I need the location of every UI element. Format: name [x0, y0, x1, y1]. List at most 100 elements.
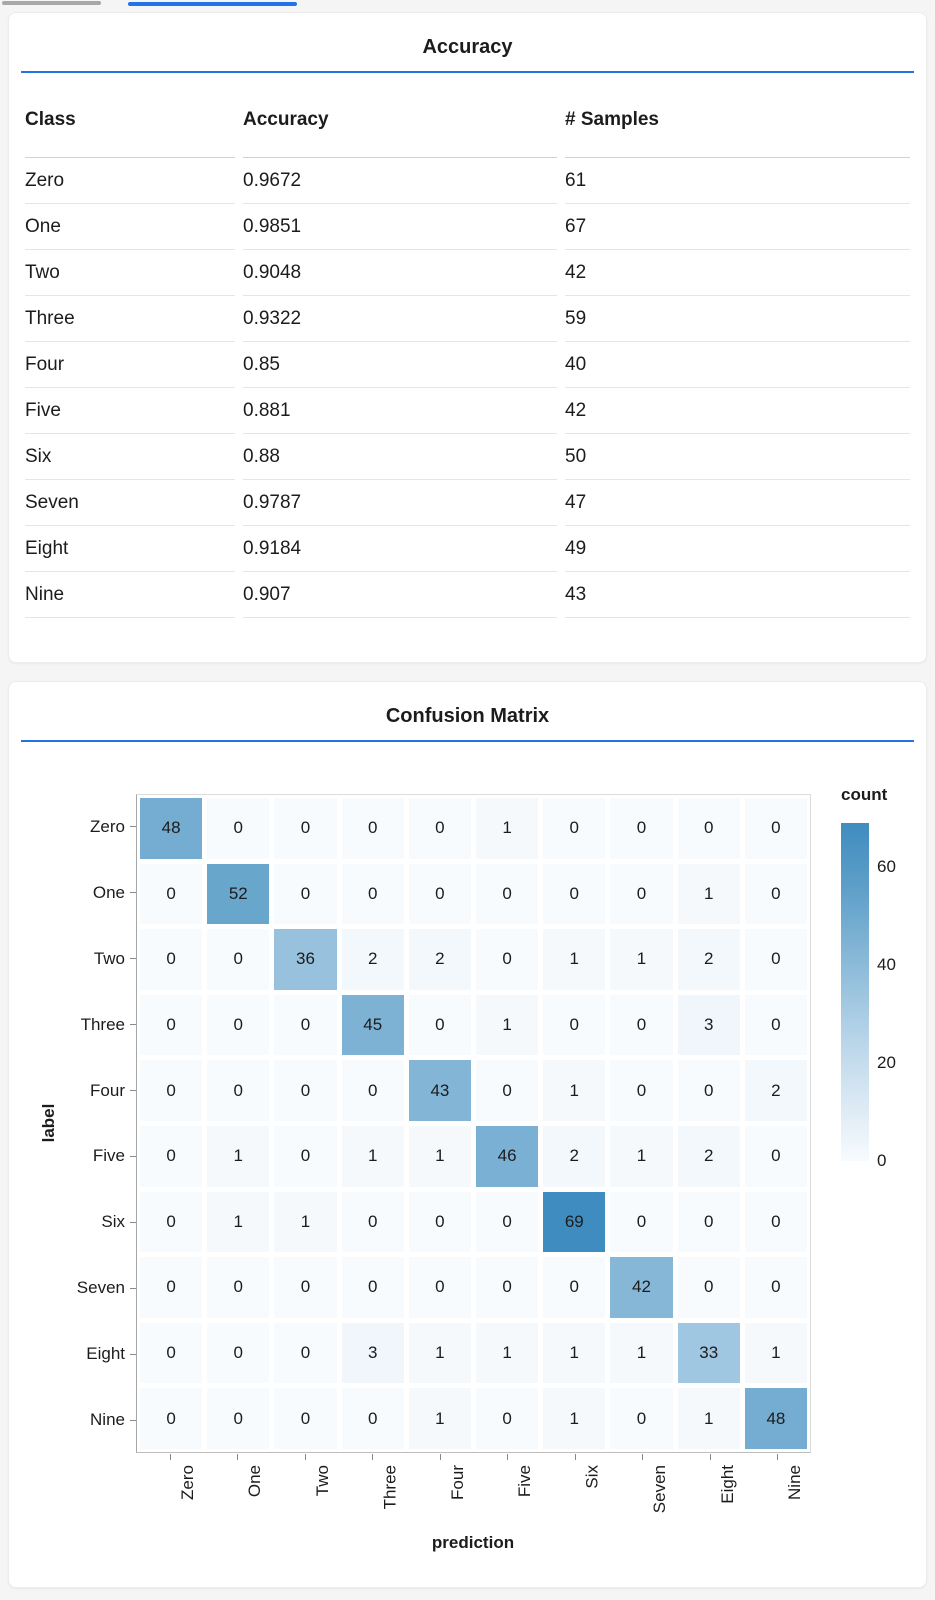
heatmap-cell: 2	[677, 929, 740, 990]
heatmap-cell: 1	[341, 1125, 404, 1187]
table-row: Zero 0.9672 61	[25, 158, 910, 204]
confusion-card-title: Confusion Matrix	[385, 705, 550, 727]
heatmap-cell: 2	[341, 929, 404, 990]
heatmap-cell: 0	[341, 1388, 404, 1449]
y-axis-tick-label: Zero	[9, 794, 136, 860]
x-axis-tick-mark	[237, 1454, 239, 1460]
x-axis-tick-mark	[574, 1454, 576, 1460]
heatmap-cell: 0	[408, 994, 471, 1056]
heatmap-cell: 0	[140, 1125, 203, 1187]
y-axis-tick-label: One	[9, 860, 136, 926]
heatmap-cell: 1	[543, 1322, 606, 1384]
table-row: One 0.9851 67	[25, 204, 910, 250]
heatmap-cell: 1	[677, 1388, 740, 1449]
heatmap-cell: 0	[140, 1257, 203, 1318]
heatmap-cell: 0	[744, 798, 807, 859]
y-axis-tick-label: Six	[9, 1189, 136, 1255]
heatmap-cell: 1	[610, 929, 673, 990]
heatmap-cell: 0	[543, 863, 606, 925]
heatmap-cell: 1	[476, 994, 539, 1056]
heatmap-cell: 2	[408, 929, 471, 990]
heatmap-cell: 0	[677, 798, 740, 859]
x-axis-label-text: Zero	[177, 1465, 197, 1500]
y-axis-label-text: Six	[101, 1212, 125, 1232]
y-axis-label-text: Zero	[90, 816, 125, 836]
table-cell: 0.9851	[243, 204, 557, 250]
x-axis-tick-label: Three	[339, 1454, 407, 1538]
heatmap-cell: 0	[677, 1257, 740, 1318]
y-axis-label-text: One	[92, 882, 125, 902]
y-axis-tick-mark	[130, 1287, 136, 1289]
legend-tick-label: 40	[877, 955, 896, 975]
accuracy-card-title: Accuracy	[422, 36, 513, 58]
table-row: Two 0.9048 42	[25, 250, 910, 296]
table-row: Five 0.881 42	[25, 388, 910, 434]
x-axis-tick-label: Four	[406, 1454, 474, 1538]
heatmap-cell: 1	[744, 1322, 807, 1384]
heatmap-cell: 0	[274, 798, 337, 859]
heatmap-cell: 48	[744, 1388, 807, 1449]
legend-tick-label: 0	[877, 1151, 887, 1170]
x-axis-tick-mark	[642, 1454, 644, 1460]
x-axis-tick-label: One	[204, 1454, 272, 1538]
x-axis-label-text: Seven	[650, 1465, 670, 1514]
heatmap-cell: 1	[543, 1060, 606, 1121]
table-cell: 0.85	[243, 342, 557, 388]
heatmap-cell: 0	[341, 1060, 404, 1121]
y-axis-tick-label: Seven	[9, 1255, 136, 1321]
x-axis-label-text: Three	[380, 1465, 400, 1510]
heatmap-cell: 0	[341, 1191, 404, 1253]
x-axis-tick-label: Six	[541, 1454, 609, 1538]
x-axis-label-text: Two	[312, 1465, 332, 1497]
heatmap-cell: 0	[140, 1060, 203, 1121]
heatmap-cell: 0	[744, 929, 807, 990]
y-axis-title: label	[39, 1103, 58, 1143]
y-axis-label-text: Three	[80, 1014, 125, 1034]
x-axis-tick-label: Zero	[136, 1454, 204, 1538]
table-cell: Six	[25, 434, 235, 480]
heatmap-cell: 0	[408, 798, 471, 859]
heatmap-cell: 0	[140, 1191, 203, 1253]
y-axis-tick-mark	[130, 1221, 136, 1223]
y-axis-tick-mark	[130, 958, 136, 960]
table-cell: Four	[25, 342, 235, 388]
heatmap-cell: 0	[543, 994, 606, 1056]
heatmap-cell: 0	[476, 929, 539, 990]
column-header-class: Class	[25, 73, 235, 158]
heatmap-cell: 33	[677, 1322, 740, 1384]
table-cell: 50	[565, 434, 910, 480]
heatmap-cell: 1	[207, 1125, 270, 1187]
accuracy-table: Class Accuracy # Samples Zero 0.9672 61 One…	[25, 73, 910, 618]
table-cell: 0.9322	[243, 296, 557, 342]
x-axis-tick-mark	[372, 1454, 374, 1460]
table-cell: Two	[25, 250, 235, 296]
heatmap-cell: 3	[341, 1322, 404, 1384]
table-cell: 0.907	[243, 572, 557, 618]
heatmap-cell: 0	[408, 1191, 471, 1253]
heatmap-cell: 2	[744, 1060, 807, 1121]
heatmap-grid: 48 0 0 0 0 1 0 0 0 0 0 52 0 0 0 0 0 0 1 0 0 0 36 2 2 0 1 1 2 0 0 0 0 45 0 1…	[136, 794, 811, 1453]
heatmap-cell: 0	[610, 1191, 673, 1253]
heatmap-cell: 0	[207, 1257, 270, 1318]
table-row: Eight 0.9184 49	[25, 526, 910, 572]
tab-indicator-active[interactable]	[128, 2, 297, 6]
x-axis-label-text: Six	[582, 1465, 602, 1489]
legend-gradient-bar	[841, 823, 869, 1161]
heatmap-cell: 1	[408, 1322, 471, 1384]
heatmap-cell: 0	[610, 863, 673, 925]
heatmap-cell: 0	[744, 1191, 807, 1253]
y-axis-label-text: Seven	[76, 1278, 125, 1298]
table-row: Four 0.85 40	[25, 342, 910, 388]
heatmap-cell: 48	[140, 798, 203, 859]
x-axis-label-text: Five	[515, 1465, 535, 1498]
y-axis-tick-mark	[130, 1090, 136, 1092]
x-axis-title: prediction	[431, 1533, 515, 1552]
y-axis-tick-mark	[130, 826, 136, 828]
heatmap-cell: 0	[744, 863, 807, 925]
tab-indicator-inactive[interactable]	[2, 1, 101, 5]
y-axis-tick-mark	[130, 892, 136, 894]
y-axis-tick-label: Three	[9, 992, 136, 1058]
heatmap-cell: 0	[610, 798, 673, 859]
heatmap-cell: 0	[274, 994, 337, 1056]
x-axis-tick-label: Two	[271, 1454, 339, 1538]
